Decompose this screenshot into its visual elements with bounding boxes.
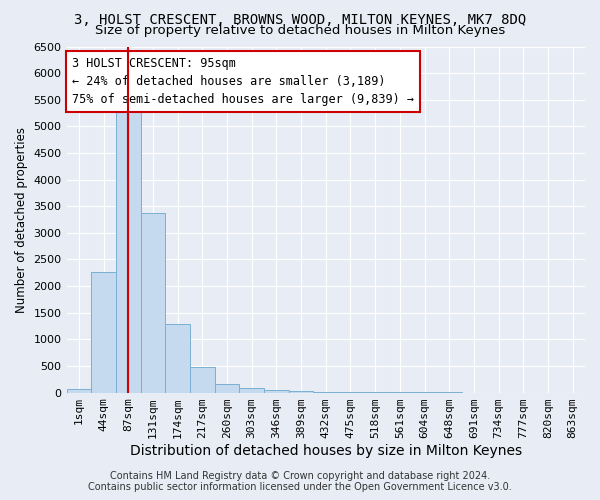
Text: Size of property relative to detached houses in Milton Keynes: Size of property relative to detached ho… [95,24,505,37]
Bar [67,389,91,392]
X-axis label: Distribution of detached houses by size in Milton Keynes: Distribution of detached houses by size … [130,444,522,458]
Y-axis label: Number of detached properties: Number of detached properties [15,126,28,312]
Bar [165,324,190,392]
Bar [215,384,239,392]
Bar [239,388,264,392]
Text: 3 HOLST CRESCENT: 95sqm
← 24% of detached houses are smaller (3,189)
75% of semi: 3 HOLST CRESCENT: 95sqm ← 24% of detache… [72,57,414,106]
Bar [116,104,140,393]
Bar [264,390,289,392]
Bar [91,272,116,392]
Text: Contains HM Land Registry data © Crown copyright and database right 2024.
Contai: Contains HM Land Registry data © Crown c… [88,471,512,492]
Text: 3, HOLST CRESCENT, BROWNS WOOD, MILTON KEYNES, MK7 8DQ: 3, HOLST CRESCENT, BROWNS WOOD, MILTON K… [74,12,526,26]
Bar [140,212,165,392]
Bar [190,367,215,392]
Bar [289,391,313,392]
